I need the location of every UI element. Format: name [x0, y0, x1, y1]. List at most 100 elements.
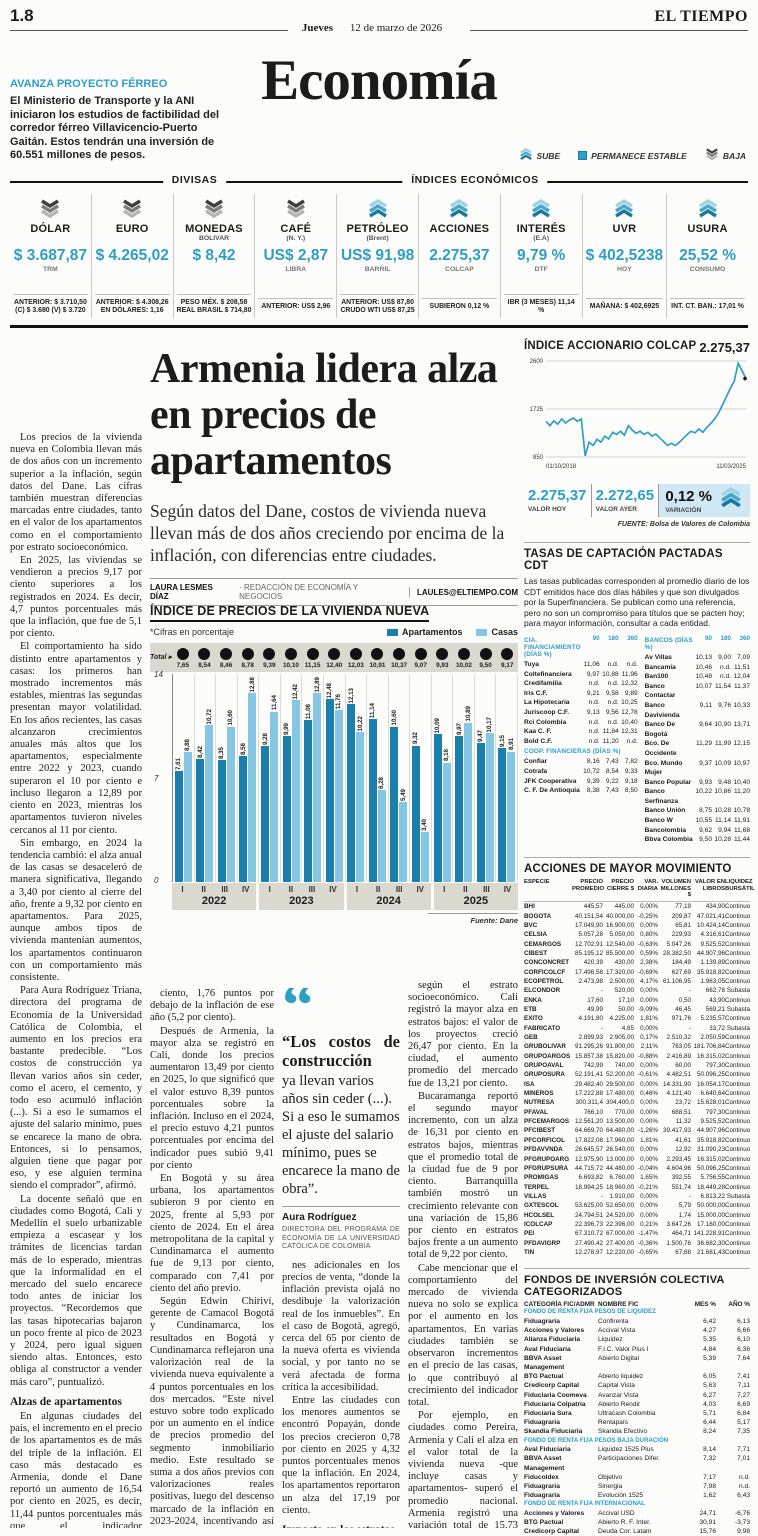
- bar-group: 8,42 10,72: [195, 674, 217, 882]
- bar-value-label: 9,47: [477, 730, 485, 743]
- table-row: PFGRUPOARG 12.975,90 13.000,00 0,00% 2.293,4…: [524, 1155, 750, 1164]
- table-row: Banco Popular 9,93 9,48 10,40: [645, 778, 750, 788]
- bar-value-label: 9,15: [498, 734, 506, 747]
- cell: 91.800,00: [605, 1043, 634, 1051]
- y-tick-14: 14: [154, 670, 163, 679]
- cell: -0,25%: [638, 912, 658, 920]
- table-row: C. F. De Antioquia 8,38 7,43 8,50: [524, 786, 638, 796]
- cdt-panel: TASAS DE CAPTACIÓN PACTADAS CDT Las tasa…: [524, 542, 750, 845]
- mes-pct: 1,62: [703, 1492, 716, 1500]
- bar-value-label: 9,99: [283, 722, 291, 735]
- quarter-labels: I II III IV: [259, 885, 343, 894]
- ticker-name-sub: [586, 235, 664, 243]
- divisas-label: DIVISAS: [162, 174, 227, 186]
- up-chevron-icon: [532, 199, 551, 218]
- total-dot-icon: [371, 648, 384, 660]
- ticker-notes: SUBIERON 0,12 %: [421, 298, 497, 318]
- cell: 44.907,96: [696, 1127, 725, 1135]
- cell: 41,61: [675, 1136, 691, 1144]
- cdt-column-headers: CIA. FINANCIAMIENTO (DÍAS %) 90 180 360: [524, 635, 638, 660]
- cell: 49,99: [587, 1006, 603, 1014]
- legend-up-label: SUBE: [536, 150, 561, 161]
- cell: 26.540,00: [605, 1146, 634, 1154]
- bar-rect: [226, 726, 235, 882]
- article-paragraph: Después de Armenia, la mayor alza se reg…: [150, 1025, 274, 1171]
- table-row: Acciones y Valores Accival Vista 4,27 6,66: [524, 1326, 750, 1335]
- bar-apartamentos: 8,35: [217, 674, 226, 882]
- legend-swatch-icon: [476, 628, 488, 636]
- cell: 209,87: [671, 912, 691, 920]
- article-paragraph: nes adicionales en los precios de venta,…: [282, 1259, 400, 1393]
- table-row: ISA 29.482,40 29.500,00 0,00% 14.331,90 16.05…: [524, 1080, 750, 1089]
- bar-rect: [205, 725, 214, 882]
- cell: 1.963,05: [700, 977, 725, 985]
- cell: 0,00%: [640, 921, 658, 929]
- entity-name: Bbva Colombia: [644, 836, 693, 844]
- cell: 52.200,00: [605, 1071, 634, 1079]
- cell: 15.820,00: [605, 1052, 634, 1060]
- ano-pct: 6,10: [737, 1336, 750, 1344]
- rate-90: 9,39: [586, 777, 600, 785]
- cell: 22.396,73: [574, 1220, 603, 1228]
- table-row: MINEROS 17.222,88 17.480,00 0,46% 4.121,40 6.…: [524, 1089, 750, 1098]
- year-section: I II III IV 2024: [346, 883, 431, 910]
- cell: -0,65%: [638, 1248, 658, 1256]
- rate-90: 9,97: [586, 670, 600, 678]
- cell: 17.160,00: [696, 1220, 725, 1228]
- colcap-series-line: [545, 360, 747, 457]
- acciones-panel: ACCIONES DE MAYOR MOVIMIENTO ESPECIE PREC…: [524, 856, 755, 1257]
- bar-value-label: 9,28: [261, 733, 269, 746]
- ticker-note-1: ANTERIOR: $ 3.710,50: [14, 298, 87, 306]
- year-label: 2024: [376, 895, 401, 907]
- cell: 0,00%: [640, 1155, 658, 1163]
- cell: 16.315,02: [696, 1052, 725, 1060]
- bar-casas: 11,64: [270, 674, 279, 882]
- down-chevron-icon: [705, 148, 719, 163]
- especie: CELSIA: [524, 931, 548, 939]
- entity-name: Bancolombia: [644, 826, 687, 834]
- quarter-labels: I II III IV: [434, 885, 518, 894]
- bar-rect: [498, 748, 507, 882]
- year-label: 2025: [463, 895, 489, 907]
- cell: 662,78: [705, 987, 725, 995]
- cdt-section-label: BANCOS (DÍAS %): [644, 636, 693, 651]
- mes-pct: 8,24: [703, 1428, 716, 1436]
- bar-casas: 10,17: [485, 674, 494, 882]
- especie: HCOLSEL: [524, 1211, 555, 1219]
- bar-apartamentos: 12,48: [325, 674, 334, 882]
- table-row: Bco. De Occidente 11,29 11,99 12,15: [645, 739, 750, 758]
- cell: Continuo: [725, 1034, 751, 1042]
- variacion-cell: 0,12 % VARIACIÓN: [659, 484, 751, 517]
- colcap-source: FUENTE: Bolsa de Valores de Colombia: [617, 521, 750, 528]
- rate-180: 11,99: [714, 740, 731, 748]
- mes-pct: 6,05: [703, 1373, 716, 1381]
- cell: 2.293,45: [666, 1155, 691, 1163]
- chart-source: Fuente: Dane: [428, 913, 518, 925]
- fic-name: Skandia Efectivo: [598, 1428, 648, 1436]
- rate-360: 9,89: [624, 689, 638, 697]
- bar-rect: [291, 700, 300, 882]
- table-row: HCOLSEL 24.794,51 24.520,00 0,00% 1,74 15.000…: [524, 1211, 750, 1220]
- ticker-unit: DTF: [534, 266, 548, 273]
- bar-rect: [356, 732, 365, 882]
- valor-hoy-label: VALOR HOY: [528, 506, 567, 513]
- ticker-cell-café: CAFÉ (N. Y.) US$ 2,87 LIBRA ANTERIOR: US$ 2,…: [255, 194, 338, 318]
- valor-hoy-cell: 2.275,37 VALOR HOY: [524, 484, 592, 517]
- cell: 445,57: [583, 903, 603, 911]
- cell: Continuo: [725, 940, 751, 948]
- especie: TERPEL: [524, 1183, 549, 1191]
- cell: 52.650,00: [605, 1202, 634, 1210]
- cell: 5.057,28: [578, 931, 603, 939]
- ticker-unit: BARRIL: [364, 266, 391, 273]
- table-row: ECOPETROL 2.473,98 2.500,00 4,17% 61.106,95 1…: [524, 977, 750, 986]
- cell: 627,69: [671, 968, 691, 976]
- total-marker: 9,50: [475, 648, 497, 669]
- bar-group: 12,13 10,22: [346, 674, 368, 882]
- ticker-value: $ 8,42: [192, 247, 236, 264]
- up-chevron-icon: [721, 486, 741, 508]
- rate-180: 7,43: [605, 787, 619, 795]
- table-row: Kaa C. F. n.d. 11,84 12,31: [524, 727, 638, 737]
- total-value: 8,54: [198, 662, 211, 669]
- ticker-notes: INT. CT. BAN.: 17,01 %: [670, 298, 745, 318]
- cell: 4.316,61: [700, 931, 725, 939]
